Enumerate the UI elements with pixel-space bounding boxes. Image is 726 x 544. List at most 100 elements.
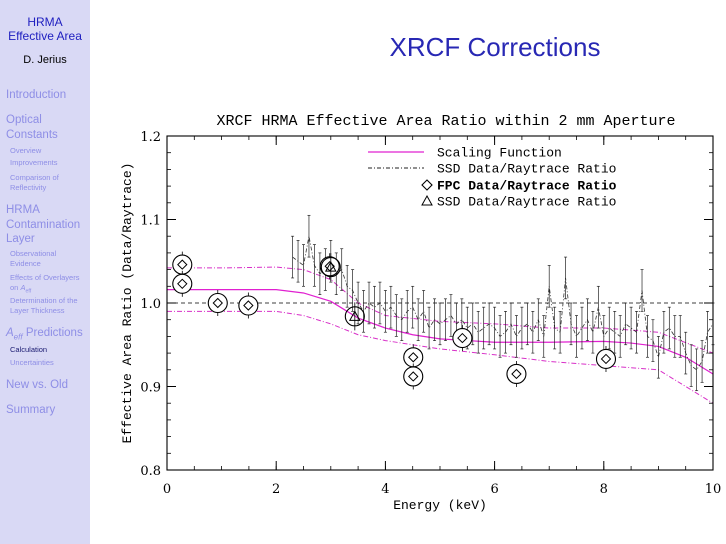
fpc-point (403, 363, 424, 390)
ssd-error-bar (564, 256, 568, 300)
nav-sub-improvements[interactable]: Improvements (10, 158, 58, 167)
fpc-point (238, 292, 259, 319)
ssd-error-bar (367, 281, 371, 325)
ssd-error-bar (591, 311, 595, 354)
ssd-error-bar (405, 290, 409, 333)
legend-label: SSD Data/Raytrace Ratio (437, 162, 616, 177)
nav-sub-comparison-of-reflectivity[interactable]: Comparison of Reflectivity (10, 173, 59, 192)
ssd-error-bar (351, 269, 355, 312)
legend-swatch-diamond (421, 179, 433, 191)
y-tick-label: 1.2 (140, 130, 161, 145)
x-axis-label: Energy (keV) (393, 498, 487, 513)
ssd-error-bar (585, 298, 589, 341)
chart-series (167, 214, 715, 404)
ssd-error-bar (433, 298, 437, 341)
nav-new-vs-old[interactable]: New vs. Old (6, 379, 68, 391)
ssd-error-bar (400, 298, 404, 341)
ssd-error-bar (706, 311, 710, 354)
nav-summary[interactable]: Summary (6, 404, 56, 416)
legend-swatch-triangle (421, 194, 433, 206)
ssd-error-bar (695, 348, 699, 392)
nav-sub-determination-of-layer-thickness[interactable]: Determination of the Layer Thickness (10, 296, 78, 315)
y-tick-label: 0.8 (140, 464, 161, 479)
ssd-error-bar (700, 340, 704, 383)
author-name: D. Jerius (23, 54, 67, 66)
ssd-error-bar (427, 306, 431, 350)
ssd-error-bar (678, 315, 682, 358)
ssd-error-bar (629, 306, 633, 350)
y-tick-label: 1.0 (140, 297, 161, 312)
ssd-error-bar (613, 311, 617, 354)
nav-sub-observational-evidence[interactable]: Observational Evidence (10, 249, 57, 268)
ssd-error-bar (618, 315, 622, 358)
ssd-error-bar (558, 311, 562, 354)
ssd-point (320, 253, 341, 282)
ssd-ratio-line (292, 236, 714, 371)
ssd-error-bar (667, 306, 671, 350)
ssd-error-bar (640, 269, 644, 312)
ssd-error-bar (498, 315, 502, 358)
chart-axes (166, 135, 714, 471)
ssd-error-bar (482, 306, 486, 350)
ssd-error-bar (487, 302, 491, 346)
ssd-error-bar (318, 252, 322, 295)
legend-entry: SSD Data/Raytrace Ratio (421, 194, 616, 210)
x-tick-label: 2 (272, 482, 280, 497)
ssd-error-bar (547, 265, 551, 308)
ssd-error-bar (416, 298, 420, 341)
ssd-error-bar (443, 298, 447, 341)
ssd-error-bar (525, 302, 529, 346)
ssd-error-bar (520, 306, 524, 350)
fpc-point (452, 325, 473, 352)
x-tick-label: 0 (163, 482, 171, 497)
ssd-error-bar (607, 306, 611, 350)
nav-introduction[interactable]: Introduction (6, 89, 67, 101)
ssd-error-bar (580, 306, 584, 350)
y-tick-label: 0.9 (140, 381, 161, 396)
ssd-error-bar (411, 285, 415, 329)
ssd-error-bar (651, 319, 655, 362)
fpc-point (172, 251, 193, 278)
nav-sub-overview[interactable]: Overview (10, 146, 42, 155)
ssd-error-bar (542, 315, 546, 358)
ssd-error-bar (302, 244, 305, 287)
ssd-error-bar (312, 244, 316, 287)
chart-text: 0 2 4 6 8 10 0.8 0.9 1.0 1.1 1.2 XRCF HRMA Effectiv… (120, 113, 721, 513)
ssd-error-bar (383, 290, 387, 333)
ssd-error-bar (362, 290, 366, 333)
y-axis-label: Effective Area Ratio (Data/Raytrace) (120, 163, 135, 444)
y-tick-label: 1.1 (140, 214, 161, 229)
ssd-error-bar (536, 298, 540, 341)
legend-entry: FPC Data/Raytrace Ratio (421, 179, 617, 194)
legend-label: Scaling Function (437, 146, 562, 161)
x-tick-label: 8 (600, 482, 608, 497)
nav-aeff-predictions[interactable]: Aeff Predictions (6, 327, 83, 342)
nav-hrma-contamination-layer[interactable]: HRMA Contamination Layer (6, 204, 81, 245)
legend-entry: SSD Data/Raytrace Ratio (368, 162, 616, 177)
ssd-error-bar (531, 311, 535, 354)
ssd-error-bar (624, 302, 628, 346)
ssd-error-bar (438, 302, 442, 346)
ssd-error-bar (378, 281, 382, 325)
nav-sub-calculation[interactable]: Calculation (10, 345, 48, 354)
ssd-error-bar (635, 311, 639, 354)
nav-sub-uncertainties[interactable]: Uncertainties (10, 358, 54, 367)
ssd-error-bar (596, 285, 600, 329)
presentation-title-line2: Effective Area (8, 29, 82, 43)
ssd-error-bar (307, 214, 311, 258)
x-tick-label: 6 (490, 482, 498, 497)
ssd-error-bar (509, 302, 513, 346)
ssd-error-bar (394, 294, 398, 337)
ssd-error-bar (471, 302, 475, 346)
legend-label: FPC Data/Raytrace Ratio (437, 179, 617, 194)
x-tick-label: 10 (705, 482, 722, 497)
ssd-error-bar (389, 285, 393, 329)
ssd-error-bar (345, 265, 349, 308)
x-tick-label: 4 (381, 482, 389, 497)
nav-optical-constants[interactable]: Optical Constants (6, 114, 58, 141)
nav-sub-effects-of-overlayers[interactable]: Effects of Overlayers on Aeff (10, 273, 80, 294)
ssd-error-bar (449, 294, 453, 337)
ssd-error-bar (372, 285, 376, 329)
chart-title: XRCF HRMA Effective Area Ratio within 2 … (216, 113, 675, 130)
